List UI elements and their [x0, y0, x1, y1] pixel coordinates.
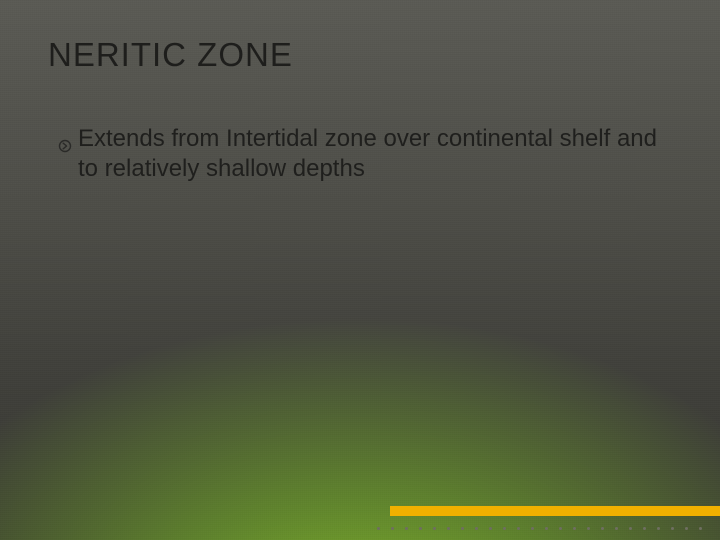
slide-title: NERITIC ZONE	[48, 36, 293, 74]
decorative-dot	[433, 527, 436, 530]
arrow-circle-right-icon-svg	[58, 139, 72, 153]
decorative-dot	[475, 527, 478, 530]
decorative-dot	[377, 527, 380, 530]
decorative-dot	[489, 527, 492, 530]
decorative-dot	[461, 527, 464, 530]
decorative-dot	[391, 527, 394, 530]
decorative-dot	[671, 527, 674, 530]
decorative-dot	[517, 527, 520, 530]
decorative-dot	[657, 527, 660, 530]
decorative-dot	[573, 527, 576, 530]
decorative-dot	[405, 527, 408, 530]
decorative-dot	[629, 527, 632, 530]
slide-body: Extends from Intertidal zone over contin…	[58, 124, 660, 184]
decorative-dot	[615, 527, 618, 530]
decorative-dot	[545, 527, 548, 530]
bullet-item: Extends from Intertidal zone over contin…	[58, 124, 660, 184]
accent-bar	[390, 506, 720, 516]
decorative-dot-row	[377, 527, 702, 530]
decorative-dot	[685, 527, 688, 530]
decorative-dot	[559, 527, 562, 530]
decorative-dot	[447, 527, 450, 530]
decorative-dot	[531, 527, 534, 530]
decorative-dot	[503, 527, 506, 530]
slide: NERITIC ZONE Extends from Intertidal zon…	[0, 0, 720, 540]
decorative-dot	[587, 527, 590, 530]
bullet-text: Extends from Intertidal zone over contin…	[78, 124, 660, 184]
decorative-dot	[601, 527, 604, 530]
arrow-circle-right-icon	[58, 131, 72, 161]
texture-overlay	[0, 0, 720, 540]
decorative-dot	[643, 527, 646, 530]
decorative-dot	[419, 527, 422, 530]
decorative-dot	[699, 527, 702, 530]
